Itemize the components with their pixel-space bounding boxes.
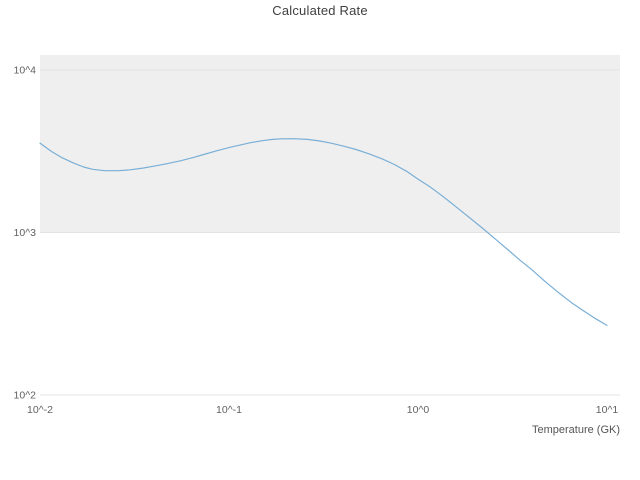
x-axis-label: Temperature (GK) [531, 424, 620, 436]
x-tick-label: 10^-1 [216, 404, 242, 416]
shaded-band [40, 55, 620, 233]
x-tick-label: 10^1 [596, 404, 619, 416]
y-tick-label: 10^2 [14, 390, 37, 402]
y-tick-label: 10^3 [14, 227, 37, 239]
x-tick-label: 10^-2 [27, 404, 53, 416]
x-tick-label: 10^0 [407, 404, 430, 416]
chart-title: Calculated Rate [272, 3, 368, 18]
series-line-calculated-rate [39, 138, 608, 326]
y-tick-label: 10^4 [14, 65, 37, 77]
